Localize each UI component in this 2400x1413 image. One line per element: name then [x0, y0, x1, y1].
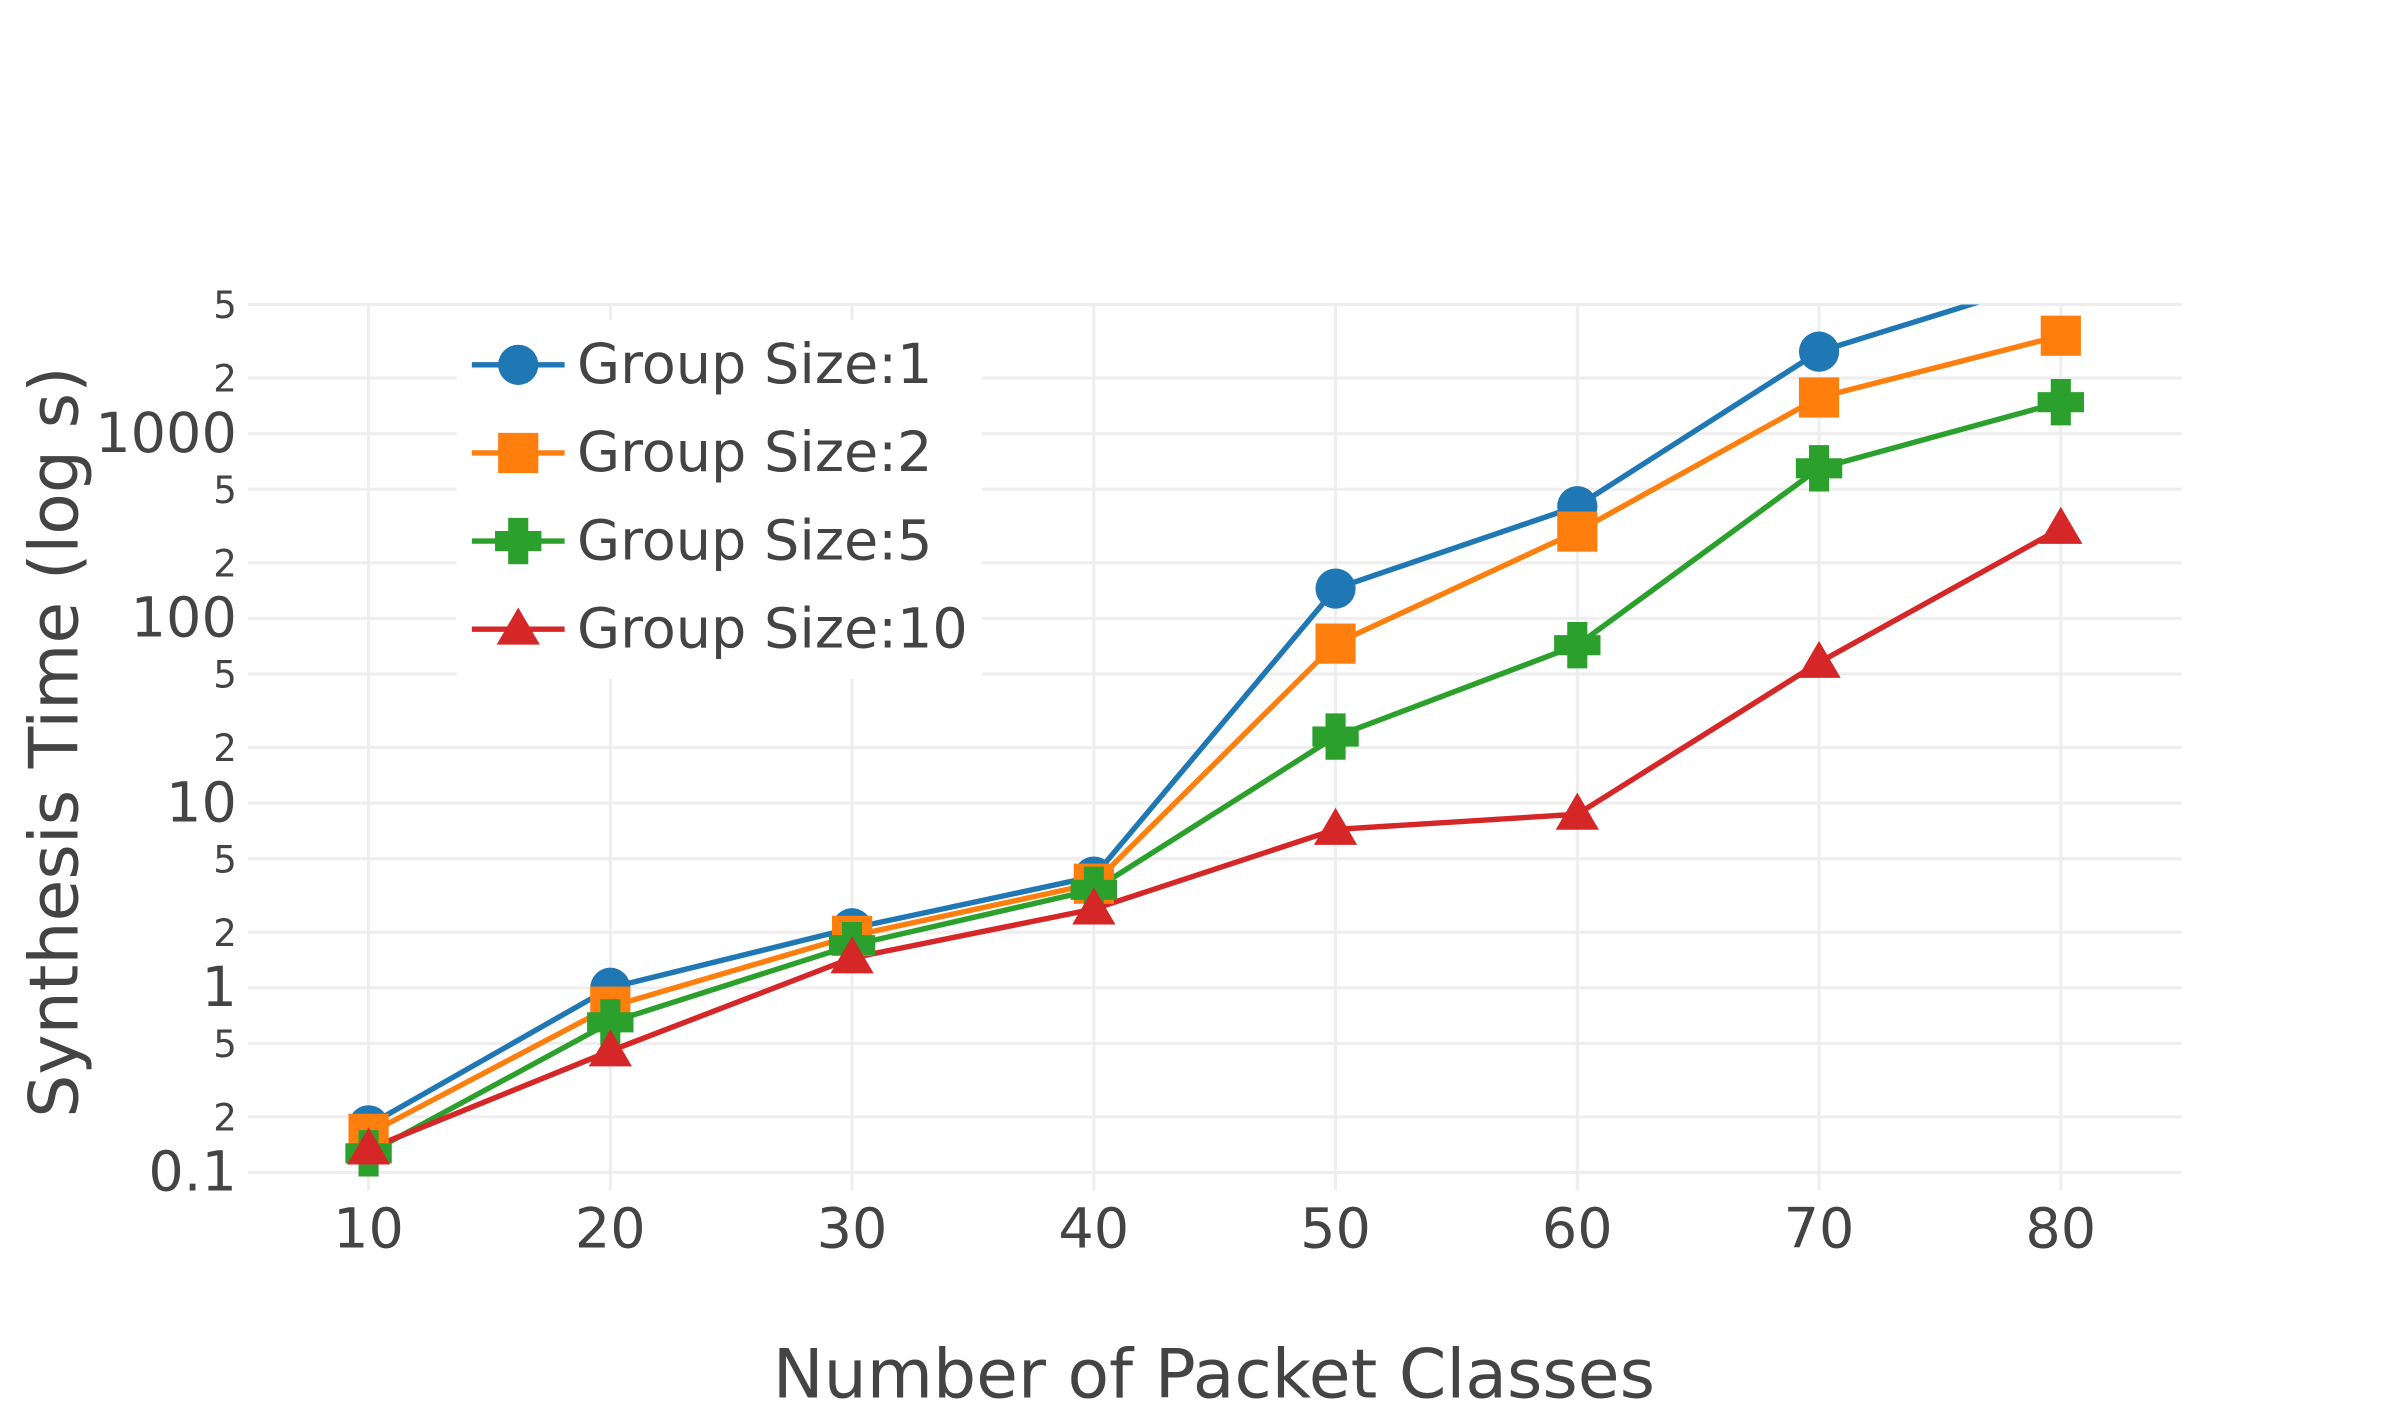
marker	[2040, 315, 2081, 356]
legend-label: Group Size:1	[577, 332, 932, 397]
marker	[1554, 621, 1601, 669]
x-tick-label: 70	[1784, 1196, 1855, 1261]
legend-symbol	[496, 607, 540, 645]
marker	[1797, 640, 1841, 678]
x-tick-label: 20	[575, 1196, 646, 1261]
x-axis-title: Number of Packet Classes	[773, 1336, 1655, 1413]
y-tick-label: 2	[213, 1096, 237, 1139]
y-tick-label: 1000	[95, 401, 237, 466]
marker	[1557, 511, 1598, 552]
marker	[1072, 887, 1116, 925]
legend-symbol	[498, 344, 539, 385]
y-tick-label: 2	[213, 542, 237, 585]
series-line	[367, 526, 2063, 1152]
marker	[2039, 506, 2083, 544]
series-line	[367, 399, 2062, 1156]
x-tick-label: 30	[817, 1196, 888, 1261]
y-tick-label: 100	[131, 586, 237, 651]
marker	[1312, 713, 1359, 760]
marker	[1315, 568, 1356, 609]
series-line	[367, 304, 1980, 1128]
y-tick-label: 5	[213, 469, 237, 512]
y-tick-label: 5	[213, 284, 237, 327]
legend-symbol	[498, 432, 539, 474]
marker	[1795, 445, 1843, 492]
marker	[2037, 379, 2084, 426]
y-tick-label: 10	[166, 770, 237, 835]
x-tick-label: 40	[1058, 1196, 1129, 1261]
x-tick-label: 80	[2025, 1196, 2096, 1261]
y-tick-label: 5	[213, 1023, 237, 1066]
marker	[1313, 807, 1358, 845]
legend-symbol	[495, 517, 542, 565]
legend: Group Size:1 Group Size:2 Group Size:5 Grou…	[456, 320, 983, 679]
legend-label: Group Size:5	[577, 508, 932, 573]
legend-label: Group Size:10	[577, 596, 968, 661]
x-tick-label: 60	[1542, 1196, 1613, 1261]
x-tick-label: 10	[333, 1196, 404, 1261]
legend-label: Group Size:2	[577, 420, 932, 485]
y-tick-label: 2	[213, 358, 237, 401]
y-tick-label: 5	[213, 654, 237, 697]
y-tick-label: 0.1	[148, 1140, 237, 1205]
plot-area	[345, 256, 2084, 1177]
marker	[588, 1029, 632, 1067]
marker	[1798, 331, 1840, 372]
marker	[1315, 623, 1356, 664]
marker	[2041, 256, 2081, 296]
marker	[587, 999, 634, 1046]
y-axis-title: Synthesis Time (log s)	[16, 366, 95, 1117]
y-tick-label: 2	[213, 727, 237, 770]
y-tick-label: 5	[213, 838, 237, 881]
series-line	[367, 333, 2062, 1137]
y-tick-label: 1	[201, 955, 236, 1020]
marker	[346, 1127, 391, 1165]
marker	[1798, 377, 1840, 418]
x-tick-label: 50	[1300, 1196, 1371, 1261]
marker	[830, 936, 874, 974]
legend-background	[456, 320, 983, 679]
marker	[1555, 792, 1599, 830]
y-tick-label: 2	[213, 912, 237, 955]
